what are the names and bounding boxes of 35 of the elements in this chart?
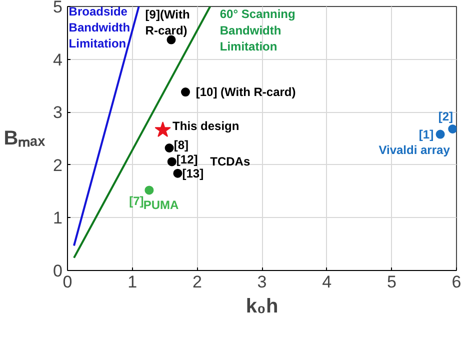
annotation: [8] — [174, 138, 188, 152]
point — [144, 186, 154, 195]
x-tick-label: 1 — [128, 272, 138, 292]
annotation: PUMA — [143, 198, 180, 212]
x-tick-label: 2 — [192, 272, 202, 292]
y-tick-label: 2 — [53, 156, 63, 175]
x-axis-title: k₀h — [246, 296, 278, 318]
annotation: [9](With R-card) — [145, 7, 190, 38]
x-tick-label: 5 — [386, 272, 396, 292]
x-tick-label: 3 — [257, 272, 267, 292]
annotation: [7] — [129, 194, 144, 208]
point — [164, 144, 174, 152]
point — [180, 88, 190, 97]
annotation: [1] — [418, 127, 434, 142]
point — [448, 124, 456, 134]
x-tick-label: 4 — [322, 272, 332, 292]
x-tick-label: 6 — [452, 272, 462, 292]
y-tick-label: 1 — [53, 208, 63, 228]
y-tick-label: 4 — [53, 50, 63, 70]
annotation: 60° Scanning Bandwidth Limitation — [220, 7, 296, 54]
annotation: [12] — [176, 152, 198, 167]
y-axis-title: Bₘₐₓ — [4, 128, 46, 150]
annotation: [13] — [182, 166, 204, 180]
annotation: [10] (With R-card) — [196, 85, 296, 100]
y-tick-label: 5 — [53, 0, 63, 16]
point — [436, 130, 445, 139]
point — [173, 168, 182, 178]
y-tick-label: 3 — [53, 103, 63, 122]
point — [154, 122, 171, 138]
annotation: This design — [172, 118, 240, 133]
annotation: TCDAs — [210, 154, 250, 169]
annotation: Vivaldi array — [378, 143, 450, 158]
annotation: [2] — [438, 109, 454, 124]
annotation: Broadside Bandwidth Limitation — [68, 4, 130, 51]
point — [167, 157, 176, 166]
